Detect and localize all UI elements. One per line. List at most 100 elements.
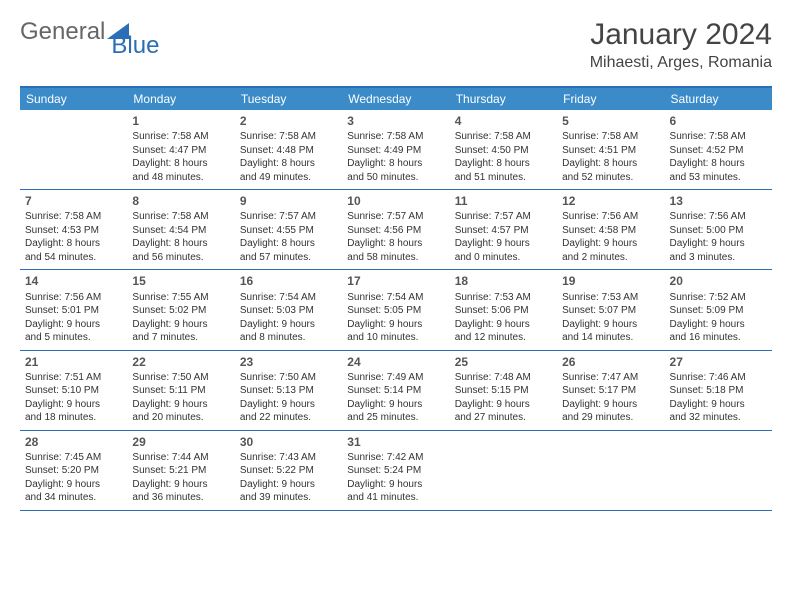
week-row: 7Sunrise: 7:58 AMSunset: 4:53 PMDaylight…: [20, 190, 772, 270]
day-detail: Sunrise: 7:58 AM: [132, 210, 229, 224]
day-cell: 21Sunrise: 7:51 AMSunset: 5:10 PMDayligh…: [20, 351, 127, 430]
day-cell: 4Sunrise: 7:58 AMSunset: 4:50 PMDaylight…: [450, 110, 557, 189]
location: Mihaesti, Arges, Romania: [590, 54, 772, 72]
day-detail: Sunset: 5:01 PM: [25, 304, 122, 318]
day-number: 17: [347, 273, 444, 289]
month-title: January 2024: [590, 18, 772, 52]
weekday-header: Friday: [557, 88, 664, 110]
day-detail: Sunset: 4:47 PM: [132, 144, 229, 158]
day-detail: Daylight: 8 hours: [132, 157, 229, 171]
day-detail: Sunrise: 7:53 AM: [455, 291, 552, 305]
day-detail: Sunset: 5:13 PM: [240, 384, 337, 398]
day-number: 4: [455, 113, 552, 129]
day-detail: Sunrise: 7:57 AM: [347, 210, 444, 224]
day-detail: Sunrise: 7:55 AM: [132, 291, 229, 305]
day-detail: Sunrise: 7:57 AM: [455, 210, 552, 224]
day-detail: Daylight: 9 hours: [562, 318, 659, 332]
day-detail: and 29 minutes.: [562, 411, 659, 425]
day-detail: and 7 minutes.: [132, 331, 229, 345]
weekday-header: Wednesday: [342, 88, 449, 110]
empty-cell: [665, 431, 772, 510]
day-detail: Sunset: 4:52 PM: [670, 144, 767, 158]
day-cell: 1Sunrise: 7:58 AMSunset: 4:47 PMDaylight…: [127, 110, 234, 189]
brand-part1: General: [20, 18, 105, 46]
day-number: 10: [347, 193, 444, 209]
day-detail: Daylight: 8 hours: [240, 237, 337, 251]
day-detail: Sunset: 5:18 PM: [670, 384, 767, 398]
day-detail: and 48 minutes.: [132, 171, 229, 185]
day-cell: 29Sunrise: 7:44 AMSunset: 5:21 PMDayligh…: [127, 431, 234, 510]
day-detail: Sunset: 4:53 PM: [25, 224, 122, 238]
day-cell: 13Sunrise: 7:56 AMSunset: 5:00 PMDayligh…: [665, 190, 772, 269]
day-cell: 17Sunrise: 7:54 AMSunset: 5:05 PMDayligh…: [342, 270, 449, 349]
day-number: 23: [240, 354, 337, 370]
day-detail: and 50 minutes.: [347, 171, 444, 185]
day-detail: Daylight: 9 hours: [562, 237, 659, 251]
day-detail: and 32 minutes.: [670, 411, 767, 425]
day-detail: and 57 minutes.: [240, 251, 337, 265]
day-number: 31: [347, 434, 444, 450]
day-cell: 14Sunrise: 7:56 AMSunset: 5:01 PMDayligh…: [20, 270, 127, 349]
day-detail: Daylight: 8 hours: [240, 157, 337, 171]
day-detail: Daylight: 9 hours: [455, 318, 552, 332]
day-cell: 12Sunrise: 7:56 AMSunset: 4:58 PMDayligh…: [557, 190, 664, 269]
day-detail: and 56 minutes.: [132, 251, 229, 265]
day-detail: and 51 minutes.: [455, 171, 552, 185]
day-detail: Daylight: 9 hours: [25, 478, 122, 492]
day-cell: 26Sunrise: 7:47 AMSunset: 5:17 PMDayligh…: [557, 351, 664, 430]
day-detail: Sunset: 5:14 PM: [347, 384, 444, 398]
day-detail: Sunrise: 7:49 AM: [347, 371, 444, 385]
day-number: 27: [670, 354, 767, 370]
day-detail: Daylight: 9 hours: [132, 398, 229, 412]
week-row: 14Sunrise: 7:56 AMSunset: 5:01 PMDayligh…: [20, 270, 772, 350]
day-detail: and 54 minutes.: [25, 251, 122, 265]
day-detail: Daylight: 8 hours: [347, 157, 444, 171]
day-number: 3: [347, 113, 444, 129]
day-number: 25: [455, 354, 552, 370]
day-number: 18: [455, 273, 552, 289]
day-cell: 6Sunrise: 7:58 AMSunset: 4:52 PMDaylight…: [665, 110, 772, 189]
day-number: 16: [240, 273, 337, 289]
day-detail: Daylight: 9 hours: [132, 318, 229, 332]
day-detail: Daylight: 9 hours: [347, 478, 444, 492]
empty-cell: [20, 110, 127, 189]
day-detail: and 39 minutes.: [240, 491, 337, 505]
day-detail: Sunset: 4:58 PM: [562, 224, 659, 238]
day-cell: 3Sunrise: 7:58 AMSunset: 4:49 PMDaylight…: [342, 110, 449, 189]
day-number: 8: [132, 193, 229, 209]
title-block: January 2024 Mihaesti, Arges, Romania: [590, 18, 772, 72]
day-cell: 30Sunrise: 7:43 AMSunset: 5:22 PMDayligh…: [235, 431, 342, 510]
day-detail: and 10 minutes.: [347, 331, 444, 345]
day-detail: and 14 minutes.: [562, 331, 659, 345]
day-detail: and 0 minutes.: [455, 251, 552, 265]
day-detail: Sunrise: 7:58 AM: [455, 130, 552, 144]
day-detail: and 49 minutes.: [240, 171, 337, 185]
weekday-header: Saturday: [665, 88, 772, 110]
day-detail: Daylight: 9 hours: [670, 237, 767, 251]
week-row: 21Sunrise: 7:51 AMSunset: 5:10 PMDayligh…: [20, 351, 772, 431]
day-detail: Sunrise: 7:46 AM: [670, 371, 767, 385]
day-detail: Sunrise: 7:44 AM: [132, 451, 229, 465]
day-cell: 22Sunrise: 7:50 AMSunset: 5:11 PMDayligh…: [127, 351, 234, 430]
day-detail: Sunset: 5:20 PM: [25, 464, 122, 478]
day-number: 15: [132, 273, 229, 289]
day-detail: Daylight: 8 hours: [25, 237, 122, 251]
day-detail: and 5 minutes.: [25, 331, 122, 345]
day-cell: 19Sunrise: 7:53 AMSunset: 5:07 PMDayligh…: [557, 270, 664, 349]
day-cell: 23Sunrise: 7:50 AMSunset: 5:13 PMDayligh…: [235, 351, 342, 430]
day-detail: Sunset: 5:24 PM: [347, 464, 444, 478]
day-detail: Daylight: 8 hours: [132, 237, 229, 251]
day-detail: Daylight: 9 hours: [347, 398, 444, 412]
day-number: 9: [240, 193, 337, 209]
day-detail: and 27 minutes.: [455, 411, 552, 425]
day-detail: Sunset: 5:02 PM: [132, 304, 229, 318]
day-cell: 31Sunrise: 7:42 AMSunset: 5:24 PMDayligh…: [342, 431, 449, 510]
week-row: 28Sunrise: 7:45 AMSunset: 5:20 PMDayligh…: [20, 431, 772, 511]
day-detail: Sunset: 5:09 PM: [670, 304, 767, 318]
day-detail: and 22 minutes.: [240, 411, 337, 425]
day-detail: Sunrise: 7:45 AM: [25, 451, 122, 465]
day-cell: 2Sunrise: 7:58 AMSunset: 4:48 PMDaylight…: [235, 110, 342, 189]
day-detail: Daylight: 9 hours: [455, 237, 552, 251]
day-detail: Sunset: 4:55 PM: [240, 224, 337, 238]
day-number: 21: [25, 354, 122, 370]
